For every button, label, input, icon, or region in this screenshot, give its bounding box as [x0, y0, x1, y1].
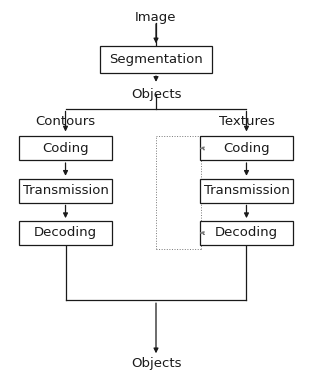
Text: Segmentation: Segmentation	[109, 53, 203, 66]
Text: Objects: Objects	[131, 357, 181, 370]
FancyBboxPatch shape	[100, 46, 212, 73]
FancyBboxPatch shape	[200, 179, 293, 203]
Text: Textures: Textures	[218, 115, 275, 128]
FancyBboxPatch shape	[19, 136, 112, 160]
Text: Objects: Objects	[131, 88, 181, 101]
Text: Transmission: Transmission	[22, 184, 109, 197]
Text: Decoding: Decoding	[215, 226, 278, 239]
FancyBboxPatch shape	[200, 136, 293, 160]
Text: Transmission: Transmission	[203, 184, 290, 197]
FancyBboxPatch shape	[200, 221, 293, 245]
Text: Coding: Coding	[42, 142, 89, 155]
FancyBboxPatch shape	[19, 179, 112, 203]
Text: Image: Image	[135, 11, 177, 24]
Text: Coding: Coding	[223, 142, 270, 155]
FancyBboxPatch shape	[19, 221, 112, 245]
Text: Contours: Contours	[36, 115, 95, 128]
Text: Decoding: Decoding	[34, 226, 97, 239]
